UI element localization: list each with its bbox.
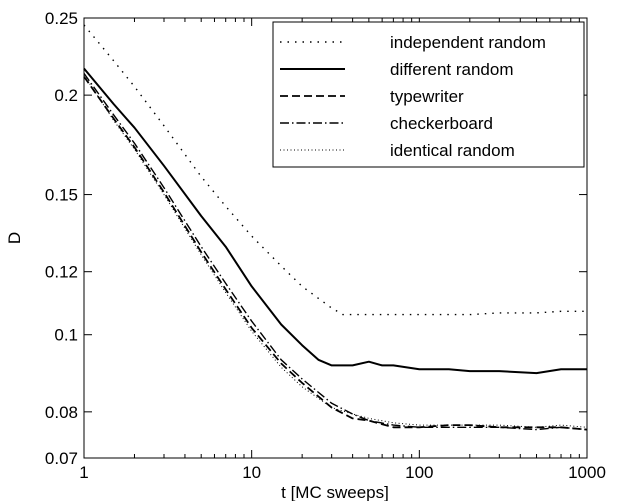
y-axis-ticks: 0.07 0.08 0.1 0.12 0.15 0.2 0.25 — [45, 9, 587, 468]
y-tick-label: 0.25 — [45, 9, 78, 28]
x-tick-label: 1 — [79, 463, 88, 482]
legend: independent random different random typewr… — [272, 21, 585, 168]
x-tick-label: 1000 — [568, 463, 606, 482]
x-tick-label: 10 — [242, 463, 261, 482]
y-tick-label: 0.1 — [54, 326, 78, 345]
legend-label: checkerboard — [390, 114, 493, 133]
x-axis-ticks: 1 10 100 1000 — [79, 18, 606, 482]
legend-box — [272, 21, 585, 168]
plot-frame — [83, 17, 588, 459]
y-tick-label: 0.15 — [45, 186, 78, 205]
x-axis-title: t [MC sweeps] — [281, 483, 389, 501]
x-tick-label: 100 — [405, 463, 433, 482]
legend-label: different random — [390, 60, 513, 79]
y-tick-label: 0.07 — [45, 449, 78, 468]
y-tick-label: 0.12 — [45, 263, 78, 282]
series-layer — [83, 24, 588, 431]
legend-label: identical random — [390, 141, 515, 160]
y-tick-label: 0.2 — [54, 86, 78, 105]
y-axis-title: D — [5, 232, 24, 244]
series-line-different-random — [83, 67, 587, 375]
legend-label: independent random — [390, 33, 546, 52]
y-tick-label: 0.08 — [45, 403, 78, 422]
series-line-checkerboard — [83, 72, 588, 431]
legend-label: typewriter — [390, 87, 464, 106]
series-line-independent-random — [83, 24, 587, 316]
